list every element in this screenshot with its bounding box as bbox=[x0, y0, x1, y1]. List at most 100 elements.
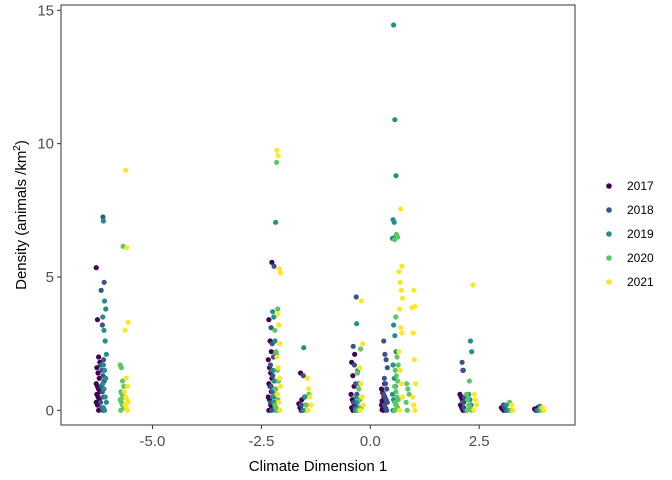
data-point-2021 bbox=[398, 287, 404, 293]
data-point-2018 bbox=[382, 381, 389, 387]
data-point-2017 bbox=[266, 317, 272, 323]
y-tick-label: 10 bbox=[37, 136, 54, 153]
data-point-2019 bbox=[103, 351, 109, 357]
legend: 2017 2018 2019 2020 2021 bbox=[606, 179, 654, 289]
x-tick-label: -2.5 bbox=[248, 433, 274, 450]
data-point-2021 bbox=[275, 311, 281, 317]
data-point-2021 bbox=[541, 407, 547, 413]
data-point-2020 bbox=[395, 362, 401, 368]
data-point-2019 bbox=[101, 298, 108, 304]
data-point-2018 bbox=[101, 279, 107, 285]
data-point-2021 bbox=[277, 407, 283, 413]
data-point-2021 bbox=[124, 245, 130, 251]
data-point-2021 bbox=[305, 407, 311, 413]
data-point-2021 bbox=[399, 330, 405, 336]
data-point-2021 bbox=[399, 263, 405, 269]
data-point-2018 bbox=[384, 407, 390, 413]
panel-border bbox=[60, 4, 576, 426]
data-point-2019 bbox=[101, 407, 108, 413]
data-point-2017 bbox=[350, 373, 356, 379]
data-point-2021 bbox=[278, 270, 284, 276]
data-point-2018 bbox=[383, 357, 389, 363]
y-axis: 0 5 10 15 bbox=[37, 2, 61, 419]
data-point-2021 bbox=[357, 407, 363, 413]
legend-label-2021: 2021 bbox=[627, 275, 654, 289]
data-point-2020 bbox=[272, 386, 279, 392]
data-point-2017 bbox=[96, 375, 102, 381]
data-point-2018 bbox=[97, 399, 104, 405]
data-point-2017 bbox=[348, 391, 354, 397]
data-point-2020 bbox=[394, 354, 400, 360]
data-point-2018 bbox=[353, 294, 359, 300]
data-point-2020 bbox=[393, 373, 400, 379]
legend-label-2017: 2017 bbox=[627, 179, 654, 193]
data-point-2020 bbox=[395, 378, 401, 384]
data-point-2021 bbox=[124, 383, 131, 389]
data-point-2019 bbox=[101, 327, 107, 333]
data-point-2020 bbox=[118, 407, 124, 413]
data-point-2020 bbox=[466, 378, 473, 384]
data-point-2020 bbox=[465, 397, 471, 403]
data-point-2021 bbox=[274, 147, 280, 153]
data-point-2020 bbox=[463, 391, 470, 397]
data-point-2021 bbox=[123, 167, 129, 173]
data-point-2018 bbox=[268, 383, 274, 389]
data-point-2018 bbox=[459, 359, 465, 365]
data-point-2019 bbox=[100, 218, 106, 224]
data-point-2021 bbox=[398, 206, 404, 212]
data-point-2019 bbox=[103, 375, 109, 381]
data-point-2021 bbox=[412, 407, 418, 413]
data-point-2021 bbox=[396, 306, 403, 312]
y-tick-label: 0 bbox=[46, 402, 54, 419]
y-axis-title-superscript: 2 bbox=[12, 145, 23, 151]
data-point-2019 bbox=[270, 394, 276, 400]
data-point-2021 bbox=[413, 381, 419, 387]
data-point-2019 bbox=[300, 407, 306, 413]
data-point-2019 bbox=[391, 322, 397, 328]
data-point-2021 bbox=[360, 341, 366, 347]
data-point-2021 bbox=[399, 295, 406, 301]
data-point-2020 bbox=[393, 389, 399, 395]
data-point-2021 bbox=[278, 383, 284, 389]
data-point-2021 bbox=[358, 381, 364, 387]
data-point-2019 bbox=[469, 349, 475, 355]
data-point-2021 bbox=[275, 391, 281, 397]
data-point-2019 bbox=[353, 394, 359, 400]
data-point-2021 bbox=[398, 381, 404, 387]
data-point-2021 bbox=[360, 402, 366, 408]
points-layer bbox=[93, 22, 547, 413]
data-point-2019 bbox=[101, 386, 107, 392]
data-point-2021 bbox=[304, 375, 311, 381]
data-point-2017 bbox=[352, 351, 358, 357]
data-point-2019 bbox=[392, 117, 398, 123]
data-point-2018 bbox=[99, 322, 105, 328]
data-point-2018 bbox=[268, 325, 274, 331]
x-axis: -5.0 -2.5 0.0 2.5 bbox=[140, 425, 490, 450]
data-point-2020 bbox=[406, 391, 412, 397]
data-point-2020 bbox=[392, 237, 398, 243]
data-point-2018 bbox=[381, 338, 387, 344]
data-point-2021 bbox=[410, 330, 416, 336]
x-tick-label: 2.5 bbox=[469, 433, 490, 450]
data-point-2018 bbox=[98, 287, 104, 293]
data-point-2019 bbox=[270, 309, 276, 315]
legend-key-2017 bbox=[606, 183, 612, 189]
data-point-2018 bbox=[384, 365, 390, 371]
data-point-2020 bbox=[393, 314, 399, 320]
data-point-2021 bbox=[471, 391, 477, 397]
legend-key-2021 bbox=[606, 279, 612, 285]
data-point-2021 bbox=[471, 407, 477, 413]
y-tick-label: 5 bbox=[46, 269, 54, 286]
data-point-2020 bbox=[357, 346, 364, 352]
legend-label-2018: 2018 bbox=[627, 203, 654, 217]
data-point-2019 bbox=[272, 338, 278, 344]
data-point-2018 bbox=[460, 399, 466, 405]
data-point-2019 bbox=[390, 362, 396, 368]
data-point-2017 bbox=[268, 349, 274, 355]
data-point-2018 bbox=[267, 362, 274, 368]
data-point-2020 bbox=[274, 159, 280, 165]
data-point-2019 bbox=[301, 345, 307, 351]
data-point-2021 bbox=[411, 287, 417, 293]
data-point-2021 bbox=[470, 282, 476, 288]
data-point-2021 bbox=[274, 354, 280, 360]
